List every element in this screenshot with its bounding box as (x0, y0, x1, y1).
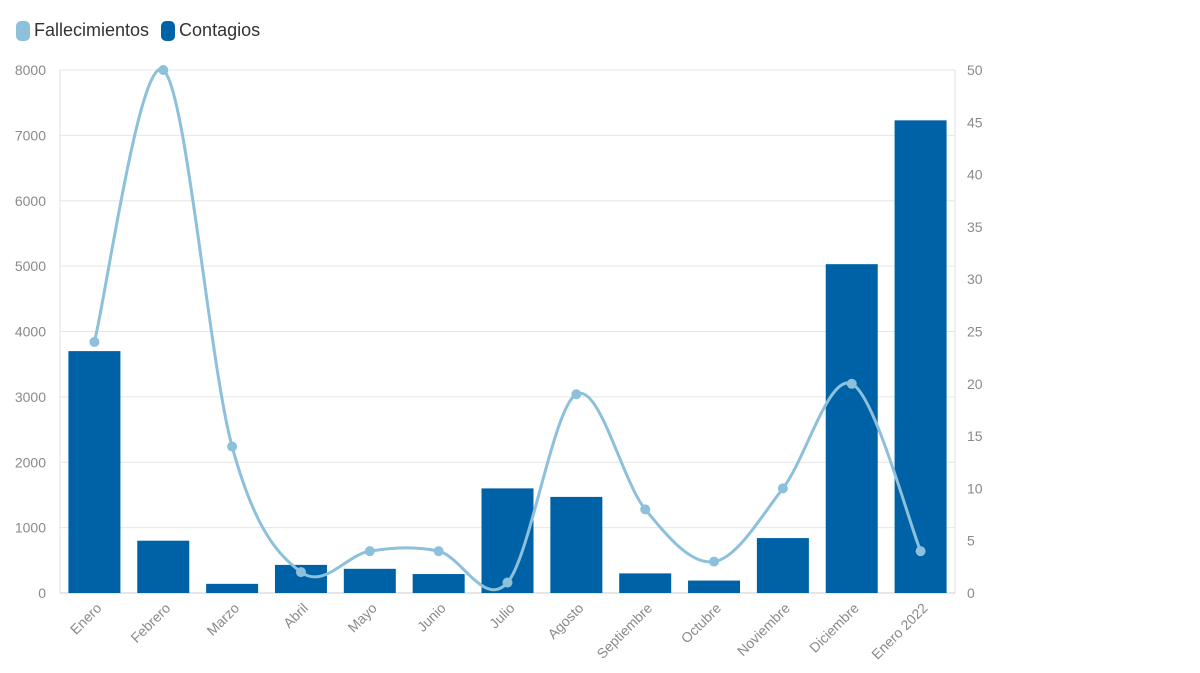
point-fallecimientos-mayo[interactable] (364, 546, 375, 557)
y-left-tick-label: 6000 (15, 193, 46, 209)
bar-contagios-septiembre[interactable] (619, 573, 672, 593)
point-fallecimientos-septiembre[interactable] (640, 504, 651, 515)
legend: Fallecimientos Contagios (16, 20, 260, 41)
legend-label-fallecimientos: Fallecimientos (34, 20, 150, 40)
y-right-tick-label: 5 (967, 533, 975, 549)
point-fallecimientos-agosto[interactable] (571, 389, 582, 400)
x-tick-label: Febrero (127, 600, 173, 646)
y-right-tick-label: 15 (967, 428, 983, 444)
point-fallecimientos-diciembre[interactable] (846, 378, 857, 389)
point-fallecimientos-julio[interactable] (502, 577, 513, 588)
bar-contagios-junio[interactable] (412, 574, 465, 593)
bar-contagios-octubre[interactable] (688, 580, 741, 593)
bar-contagios-agosto[interactable] (550, 496, 603, 593)
point-fallecimientos-noviembre[interactable] (777, 483, 788, 494)
y-right-tick-label: 40 (967, 167, 983, 183)
y-right-tick-label: 10 (967, 480, 983, 496)
point-fallecimientos-enero-2022[interactable] (915, 546, 926, 557)
x-tick-label: Junio (414, 600, 449, 635)
legend-label-contagios: Contagios (179, 20, 261, 40)
y-left-tick-label: 2000 (15, 454, 46, 470)
gridlines (60, 69, 955, 594)
bar-contagios-marzo[interactable] (206, 583, 259, 593)
x-tick-label: Septiembre (593, 600, 655, 662)
x-tick-label: Diciembre (806, 600, 862, 656)
y-right-tick-label: 25 (967, 324, 983, 340)
x-tick-label: Julio (486, 600, 518, 632)
point-fallecimientos-junio[interactable] (433, 546, 444, 557)
x-tick-label: Enero 2022 (868, 600, 931, 663)
y-left-tick-label: 5000 (15, 258, 46, 274)
bar-contagios-enero[interactable] (68, 351, 121, 593)
y-left-tick-label: 7000 (15, 127, 46, 143)
y-right-tick-label: 35 (967, 219, 983, 235)
bar-contagios-diciembre[interactable] (825, 264, 878, 593)
line-series-fallecimientos (89, 65, 926, 592)
y-left-tick-label: 8000 (15, 62, 46, 78)
x-tick-label: Mayo (344, 600, 380, 636)
x-axis-ticks: Enero Febrero Marzo Abril Mayo Junio Julio Agos… (67, 600, 931, 663)
bar-contagios-febrero[interactable] (137, 540, 190, 593)
point-fallecimientos-octubre[interactable] (709, 556, 720, 567)
y-left-tick-label: 4000 (15, 324, 46, 340)
bar-contagios-mayo[interactable] (343, 568, 396, 593)
y-right-tick-label: 20 (967, 376, 983, 392)
y-right-tick-label: 50 (967, 62, 983, 78)
point-fallecimientos-abril[interactable] (295, 567, 306, 578)
point-fallecimientos-febrero[interactable] (158, 65, 169, 75)
x-tick-label: Abril (280, 600, 311, 631)
point-fallecimientos-enero[interactable] (89, 336, 100, 347)
point-fallecimientos-marzo[interactable] (227, 441, 238, 452)
y-axis-left-ticks: 0 1000 2000 3000 4000 5000 6000 7000 8000 (15, 62, 46, 601)
x-tick-label: Agosto (544, 600, 586, 642)
y-left-tick-label: 0 (38, 585, 46, 601)
bar-series-contagios (68, 120, 947, 594)
legend-item-contagios[interactable]: Contagios (161, 20, 260, 41)
legend-item-fallecimientos[interactable]: Fallecimientos (16, 20, 149, 41)
x-tick-label: Noviembre (734, 600, 793, 659)
y-right-tick-label: 45 (967, 114, 983, 130)
x-tick-label: Marzo (203, 600, 242, 639)
y-right-tick-label: 30 (967, 271, 983, 287)
bar-contagios-noviembre[interactable] (756, 538, 809, 593)
y-left-tick-label: 1000 (15, 520, 46, 536)
y-left-tick-label: 3000 (15, 389, 46, 405)
x-tick-label: Enero (67, 600, 105, 638)
bar-contagios-enero-2022[interactable] (894, 120, 947, 594)
legend-swatch-fallecimientos (16, 20, 30, 41)
legend-swatch-contagios (161, 20, 176, 41)
x-tick-label: Octubre (678, 600, 725, 647)
y-axis-right-ticks: 0 5 10 15 20 25 30 35 40 45 50 (967, 62, 983, 601)
y-right-tick-label: 0 (967, 585, 975, 601)
